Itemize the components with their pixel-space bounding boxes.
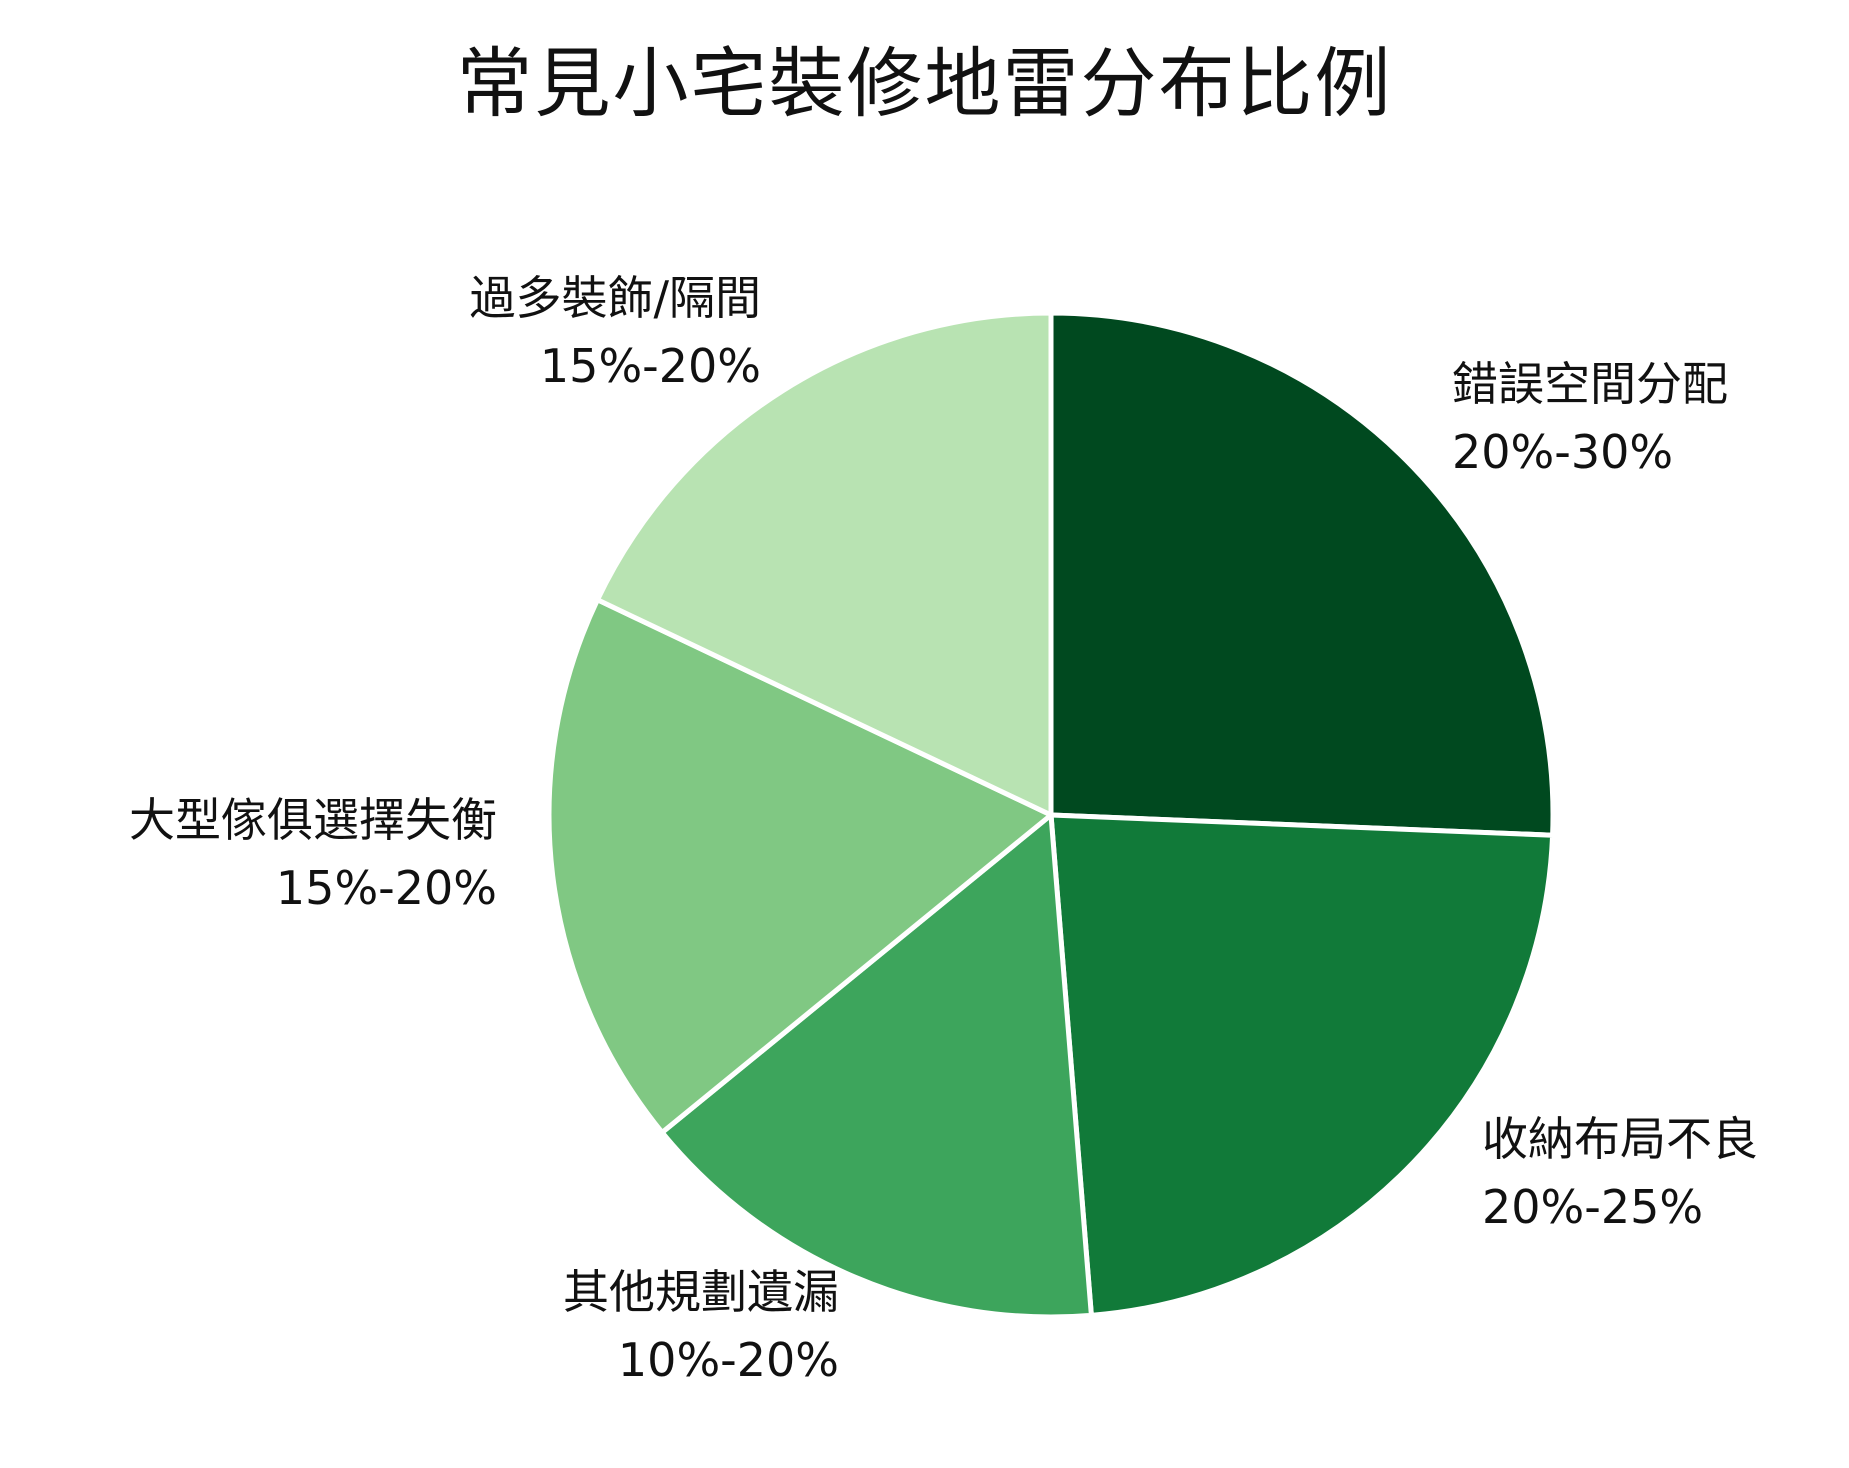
slice-label-range: 20%-30% bbox=[1452, 425, 1674, 479]
slice-label-name: 收納布局不良 bbox=[1482, 1112, 1758, 1166]
pie-slice bbox=[1048, 812, 1556, 1318]
slice-label-name: 其他規劃遺漏 bbox=[563, 1265, 839, 1319]
pie-slice bbox=[546, 597, 1054, 1135]
slice-label-range: 15%-20% bbox=[539, 339, 761, 393]
slice-label-excess-decoration-partitions: 過多裝飾/隔間 15%-20% bbox=[470, 264, 762, 400]
chart-title: 常見小宅裝修地雷分布比例 bbox=[456, 39, 1393, 128]
slice-label-range: 20%-25% bbox=[1482, 1180, 1704, 1234]
slice-label-large-furniture-imbalance: 大型傢俱選擇失衡 15%-20% bbox=[129, 786, 497, 922]
slice-label-name: 錯誤空間分配 bbox=[1452, 357, 1728, 411]
pie-slice bbox=[659, 812, 1094, 1320]
slice-label-name: 大型傢俱選擇失衡 bbox=[129, 793, 497, 847]
pie-slice bbox=[1048, 310, 1556, 838]
slice-label-range: 10%-20% bbox=[617, 1333, 839, 1387]
slice-label-name: 過多裝飾/隔間 bbox=[469, 271, 762, 325]
slice-label-wrong-space-allocation: 錯誤空間分配 20%-30% bbox=[1452, 350, 1728, 486]
slice-label-range: 15%-20% bbox=[275, 861, 497, 915]
slice-label-other-planning-omissions: 其他規劃遺漏 10%-20% bbox=[563, 1258, 839, 1394]
pie-slice bbox=[594, 310, 1054, 818]
slice-label-poor-storage-layout: 收納布局不良 20%-25% bbox=[1482, 1105, 1758, 1241]
